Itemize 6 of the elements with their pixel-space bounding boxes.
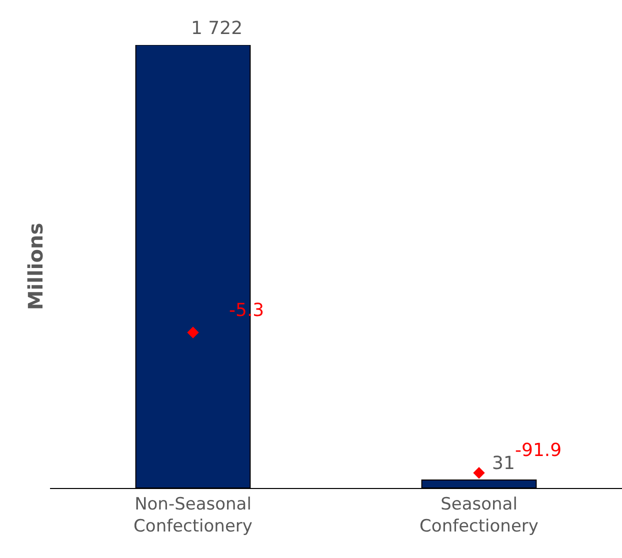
y-axis-title: Millions (24, 222, 48, 310)
data-label: 1 722 (191, 18, 243, 39)
x-tick-label: Seasonal Confectionery (420, 494, 538, 536)
x-tick-label: Non-Seasonal Confectionery (134, 494, 252, 536)
data-label: -91.9 (515, 440, 562, 461)
data-label: 31 (492, 453, 515, 474)
